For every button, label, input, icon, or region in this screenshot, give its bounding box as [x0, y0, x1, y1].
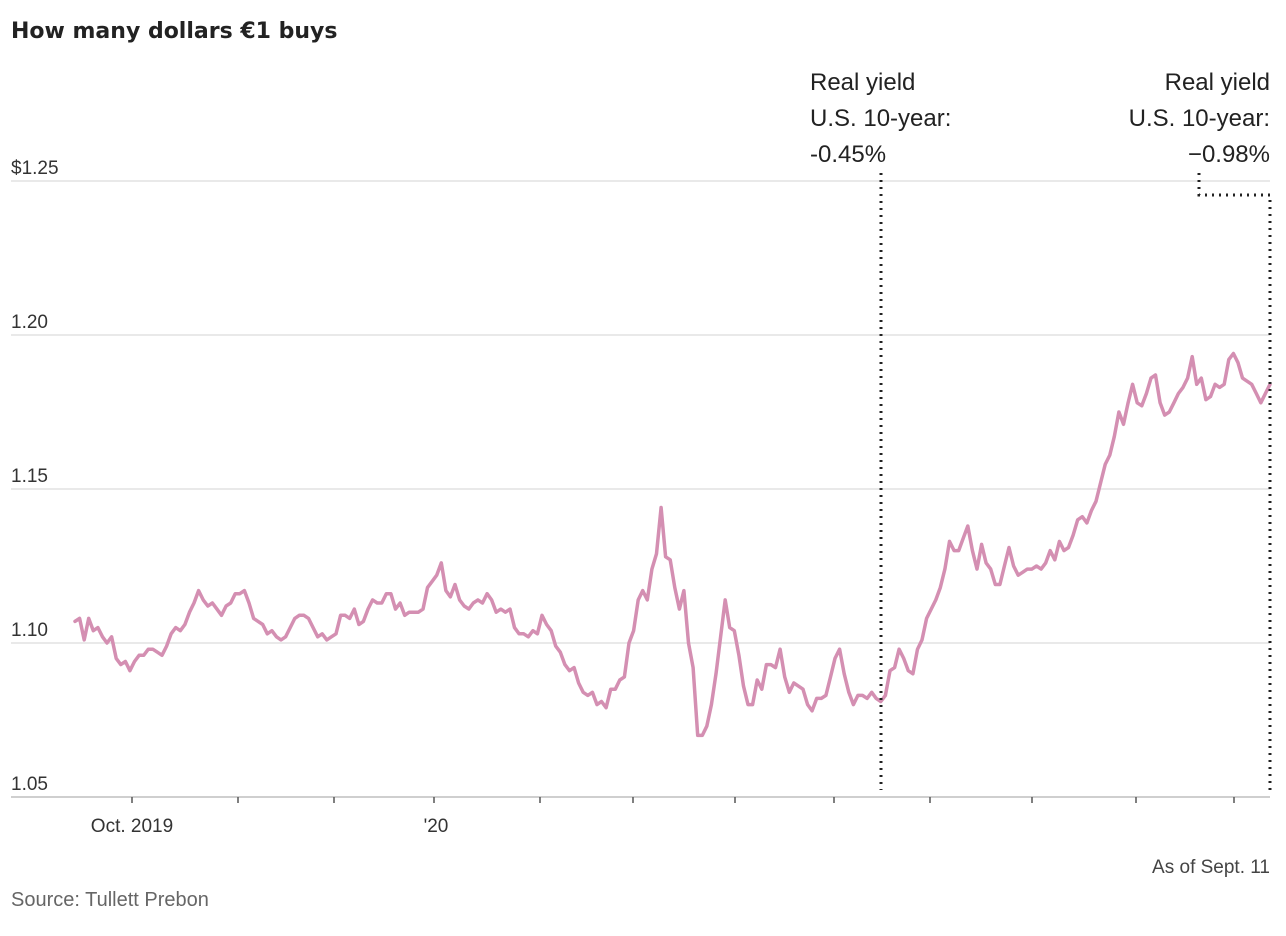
- x-axis: Oct. 2019 '20: [91, 797, 1235, 837]
- annotation-2-line-1: Real yield: [1165, 69, 1270, 96]
- series-line: [73, 351, 1272, 738]
- annotation-real-yield-2: Real yield U.S. 10-year: −0.98%: [1129, 69, 1272, 793]
- y-tick-label: 1.15: [11, 466, 48, 487]
- annotation-1-line-2: U.S. 10-year:: [810, 105, 951, 132]
- y-tick-label: $1.25: [11, 158, 59, 179]
- annotation-2-line-3: −0.98%: [1188, 141, 1270, 168]
- gridlines: [11, 180, 1270, 798]
- y-tick-label: 1.20: [11, 312, 48, 333]
- x-tick-label: Oct. 2019: [91, 816, 173, 837]
- chart-title: How many dollars €1 buys: [11, 19, 337, 44]
- annotation-real-yield-1: Real yield U.S. 10-year: -0.45%: [810, 69, 951, 790]
- source-note: Source: Tullett Prebon: [11, 889, 209, 911]
- as-of-note: As of Sept. 11: [1152, 857, 1270, 878]
- annotation-1-line-3: -0.45%: [810, 141, 886, 168]
- y-tick-label: 1.05: [11, 774, 48, 795]
- x-tick-label: '20: [424, 816, 449, 837]
- annotation-2-dotted-bracket: [1197, 173, 1272, 793]
- y-tick-label: 1.10: [11, 620, 48, 641]
- annotation-2-line-2: U.S. 10-year:: [1129, 105, 1270, 132]
- annotation-1-line-1: Real yield: [810, 69, 915, 96]
- y-axis-tick-labels: $1.25 1.20 1.15 1.10 1.05: [11, 158, 59, 795]
